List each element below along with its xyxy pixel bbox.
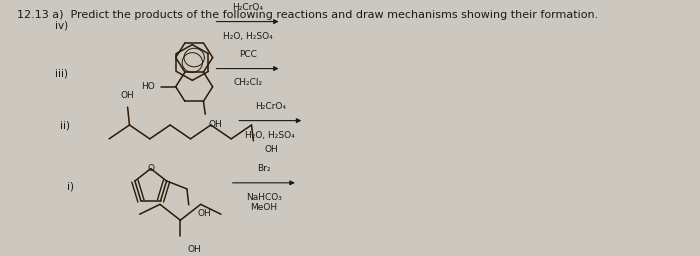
Text: MeOH: MeOH — [250, 203, 277, 212]
Text: i): i) — [67, 182, 74, 192]
Text: PCC: PCC — [239, 50, 256, 59]
Text: OH: OH — [265, 145, 278, 154]
Text: OH: OH — [188, 245, 202, 254]
Text: H₂CrO₄: H₂CrO₄ — [232, 3, 263, 12]
Text: HO: HO — [141, 82, 155, 91]
Text: iii): iii) — [55, 69, 68, 79]
Text: Br₂: Br₂ — [257, 164, 270, 173]
Text: O: O — [147, 164, 154, 173]
Text: H₂O, H₂SO₄: H₂O, H₂SO₄ — [246, 131, 295, 140]
Text: NaHCO₃: NaHCO₃ — [246, 193, 281, 202]
Text: OH: OH — [209, 120, 223, 129]
Text: OH: OH — [198, 209, 211, 218]
Text: iv): iv) — [55, 20, 68, 30]
Text: H₂O, H₂SO₄: H₂O, H₂SO₄ — [223, 31, 272, 40]
Text: ii): ii) — [60, 121, 70, 131]
Text: CH₂Cl₂: CH₂Cl₂ — [233, 79, 262, 88]
Text: 12.13 a)  Predict the products of the following reactions and draw mechanisms sh: 12.13 a) Predict the products of the fol… — [17, 10, 598, 20]
Text: OH: OH — [120, 91, 134, 100]
Text: H₂CrO₄: H₂CrO₄ — [255, 102, 286, 111]
